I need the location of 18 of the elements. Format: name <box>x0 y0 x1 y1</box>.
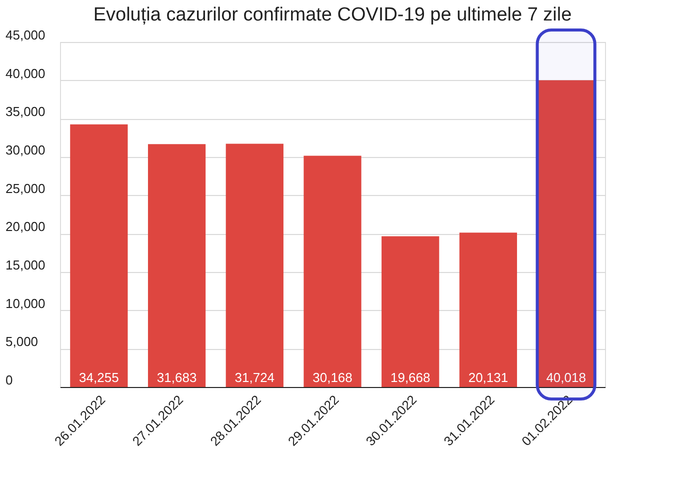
y-tick-label: 25,000 <box>6 180 46 196</box>
y-tick-label: 45,000 <box>6 28 46 42</box>
y-tick-label: 15,000 <box>6 258 46 272</box>
data-label: 19,668 <box>390 370 430 385</box>
y-tick-label: 40,000 <box>6 66 46 81</box>
data-label: 30,168 <box>312 370 352 385</box>
data-label: 20,131 <box>468 370 508 385</box>
y-tick-label: 20,000 <box>6 219 46 234</box>
data-label: 34,255 <box>79 370 119 385</box>
data-label: 40,018 <box>546 370 586 385</box>
data-label: 31,683 <box>156 370 197 385</box>
y-tick-label: 35,000 <box>6 104 46 120</box>
y-tick-label: 30,000 <box>6 142 46 158</box>
chart-title: Evoluția cazurilor confirmate COVID-19 pe ultimele 7 zile <box>93 4 572 26</box>
y-tick-label: 0 <box>6 372 13 388</box>
data-label: 31,724 <box>234 370 275 385</box>
y-tick-label: 10,000 <box>6 296 46 311</box>
y-tick-label: 5,000 <box>6 334 38 350</box>
